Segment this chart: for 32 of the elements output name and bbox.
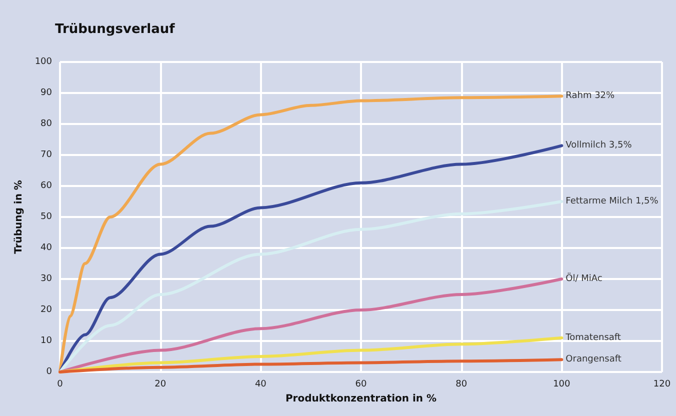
y-tick-label: 40	[40, 243, 52, 253]
x-tick-label: 120	[653, 380, 671, 390]
y-tick-label: 70	[40, 150, 52, 160]
y-tick-label: 90	[40, 88, 52, 98]
x-tick-label: 100	[553, 380, 571, 390]
line-series	[58, 358, 564, 374]
series-label: Vollmilch 3,5%	[566, 140, 632, 151]
y-tick-label: 20	[40, 305, 52, 315]
y-tick-label: 60	[40, 181, 52, 191]
line-series	[58, 278, 564, 374]
y-tick-label: 30	[40, 274, 52, 284]
x-tick-label: 60	[355, 380, 367, 390]
series-label: Rahm 32%	[566, 91, 616, 102]
chart-title: Trübungsverlauf	[55, 22, 176, 37]
line-series	[58, 200, 564, 374]
y-axis-title: Trübung in %	[13, 180, 24, 254]
series-label: Öl/ MiAc	[566, 272, 602, 284]
y-tick-label: 10	[40, 336, 52, 346]
x-tick-label: 40	[254, 380, 267, 390]
x-axis-title: Produktkonzentration in %	[285, 394, 437, 404]
y-tick-label: 50	[40, 212, 52, 222]
y-tick-label: 100	[34, 57, 52, 67]
line-series	[58, 94, 564, 374]
x-tick-label: 20	[154, 380, 166, 390]
y-tick-label: 80	[40, 119, 52, 129]
y-tick-label: 0	[46, 367, 52, 377]
series-label: Tomatensaft	[564, 332, 622, 343]
series-label: Orangensaft	[566, 354, 622, 365]
x-tick-label: 80	[456, 380, 468, 390]
line-series	[58, 144, 564, 374]
x-tick-label: 0	[57, 380, 64, 390]
series-label: Fettarme Milch 1,5%	[566, 196, 659, 206]
